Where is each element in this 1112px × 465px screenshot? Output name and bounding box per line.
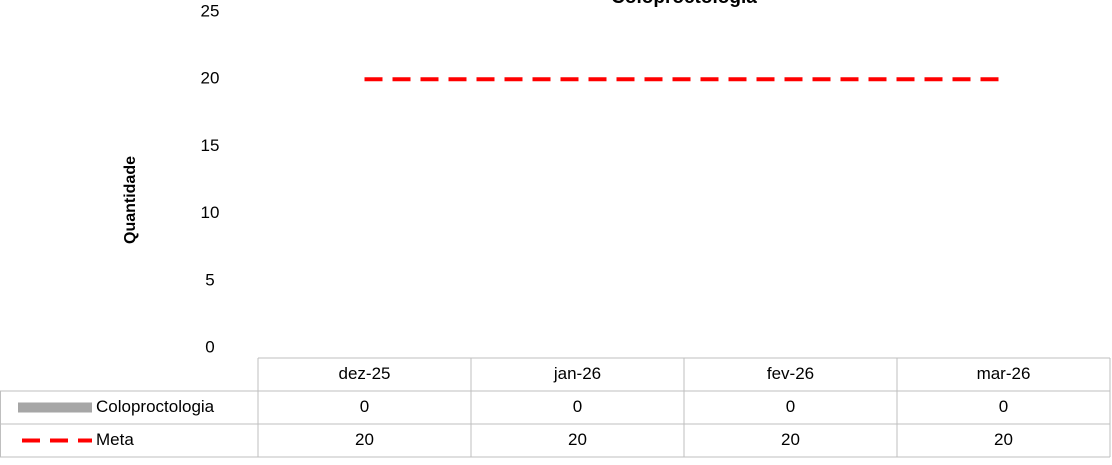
legend-swatch	[18, 402, 92, 413]
table-value: 20	[568, 430, 587, 449]
legend-label: Coloproctologia	[96, 397, 215, 416]
y-tick-label: 15	[201, 136, 220, 155]
table-value: 0	[786, 397, 795, 416]
table-value: 20	[994, 430, 1013, 449]
y-tick-label: 25	[201, 1, 220, 20]
table-value: 0	[999, 397, 1008, 416]
y-tick-label: 20	[201, 69, 220, 88]
x-tick-label: jan-26	[553, 364, 601, 383]
y-tick-label: 0	[205, 337, 214, 356]
x-tick-label: mar-26	[977, 364, 1031, 383]
table-value: 20	[781, 430, 800, 449]
table-value: 0	[360, 397, 369, 416]
table-value: 20	[355, 430, 374, 449]
x-tick-label: fev-26	[767, 364, 814, 383]
y-tick-label: 5	[205, 270, 214, 289]
chart-title: Coloproctologia	[611, 0, 757, 8]
y-tick-label: 10	[201, 203, 220, 222]
table-value: 0	[573, 397, 582, 416]
x-tick-label: dez-25	[339, 364, 391, 383]
legend-label: Meta	[96, 430, 134, 449]
y-axis-label: Quantidade	[122, 156, 139, 244]
